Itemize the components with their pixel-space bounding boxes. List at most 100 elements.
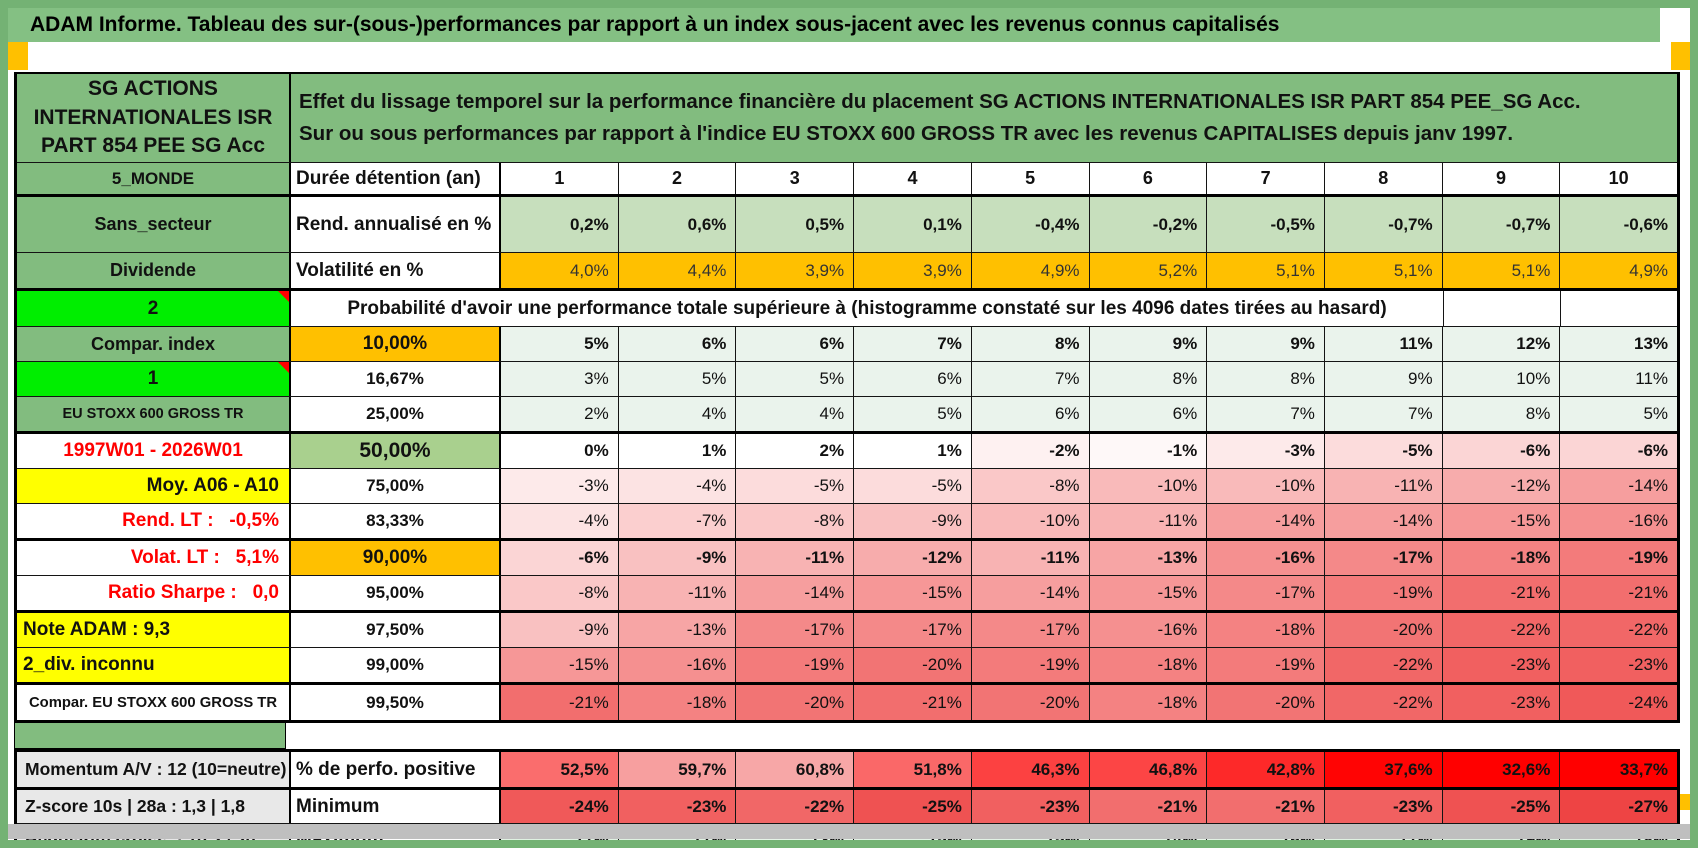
grid-cell[interactable]: -10% — [1206, 469, 1324, 503]
duration-col-header[interactable]: 10 — [1559, 163, 1677, 194]
grid-cell[interactable]: -23% — [1559, 648, 1678, 682]
grid-cell[interactable]: 9% — [1323, 362, 1442, 396]
grid-cell[interactable]: -19% — [1206, 648, 1324, 682]
grid-cell[interactable]: -16% — [1206, 541, 1324, 575]
grid-cell[interactable]: -14% — [735, 576, 854, 610]
grid-cell[interactable]: -10% — [970, 504, 1089, 538]
row-label-b[interactable]: 99,00% — [289, 648, 501, 682]
row-label-b[interactable]: % de perfo. positive — [289, 752, 501, 787]
grid-cell[interactable]: -4% — [501, 504, 618, 538]
grid-cell[interactable]: -17% — [1206, 576, 1324, 610]
grid-cell[interactable]: -23% — [1323, 790, 1442, 823]
row-label-a[interactable]: Volat. LT : 5,1% — [17, 541, 289, 575]
grid-cell[interactable]: 7% — [853, 327, 971, 361]
grid-cell[interactable]: -0,6% — [1559, 197, 1678, 252]
grid-cell[interactable]: -17% — [735, 613, 854, 647]
grid-cell[interactable]: -13% — [1088, 541, 1207, 575]
grid-cell[interactable]: -23% — [617, 790, 736, 823]
grid-cell[interactable]: 4,9% — [1559, 253, 1678, 288]
row-label-b[interactable]: 10,00% — [289, 327, 501, 361]
row-label-a[interactable]: Dividende — [17, 253, 289, 288]
grid-cell[interactable]: 60,8% — [735, 752, 854, 787]
grid-cell[interactable]: 5% — [501, 327, 618, 361]
row-label-b[interactable]: 16,67% — [289, 362, 501, 396]
grid-cell[interactable]: -5% — [1323, 434, 1442, 468]
grid-cell[interactable]: -23% — [1441, 648, 1560, 682]
grid-cell[interactable]: -21% — [1206, 790, 1324, 823]
grid-cell[interactable]: -11% — [1323, 469, 1442, 503]
grid-cell[interactable]: -21% — [853, 685, 971, 720]
grid-cell[interactable]: -9% — [617, 541, 736, 575]
grid-cell[interactable]: 42,8% — [1206, 752, 1324, 787]
grid-cell[interactable]: 6% — [735, 327, 854, 361]
fund-name-cell[interactable]: SG ACTIONS INTERNATIONALES ISR PART 854 … — [17, 74, 289, 162]
grid-cell[interactable]: -3% — [501, 469, 618, 503]
grid-cell[interactable]: -16% — [1088, 613, 1207, 647]
grid-cell[interactable]: 5,1% — [1323, 253, 1442, 288]
row-label-a[interactable]: 1997W01 - 2026W01 — [17, 434, 289, 468]
grid-cell[interactable]: -20% — [1206, 685, 1324, 720]
grid-cell[interactable]: -18% — [1206, 613, 1324, 647]
grid-cell[interactable]: -11% — [735, 541, 854, 575]
grid-cell[interactable]: -8% — [735, 504, 854, 538]
grid-cell[interactable]: 6% — [1088, 397, 1207, 431]
grid-cell[interactable]: -20% — [970, 685, 1089, 720]
grid-cell[interactable]: -22% — [1559, 613, 1678, 647]
grid-cell[interactable]: 13% — [1559, 327, 1678, 361]
grid-cell[interactable]: -10% — [1088, 469, 1207, 503]
grid-cell[interactable]: -21% — [501, 685, 618, 720]
row-label-b[interactable]: 25,00% — [289, 397, 501, 431]
grid-cell[interactable]: -12% — [1441, 469, 1560, 503]
grid-cell[interactable]: -4% — [617, 469, 736, 503]
grid-cell[interactable]: -21% — [1088, 790, 1207, 823]
row-label-b[interactable]: Volatilité en % — [289, 253, 501, 288]
grid-cell[interactable]: 9% — [1206, 327, 1324, 361]
horizontal-scrollbar[interactable] — [8, 824, 1690, 839]
grid-cell[interactable]: -15% — [501, 648, 618, 682]
grid-cell[interactable]: 5,1% — [1441, 253, 1560, 288]
row-label-b[interactable]: 75,00% — [289, 469, 501, 503]
row-label-a[interactable]: 2 — [17, 291, 289, 326]
grid-cell[interactable]: -3% — [1206, 434, 1324, 468]
grid-cell[interactable]: 5% — [735, 362, 854, 396]
grid-cell[interactable]: -18% — [1441, 541, 1560, 575]
row-label-a[interactable]: Compar. EU STOXX 600 GROSS TR — [17, 685, 289, 720]
grid-cell[interactable]: -11% — [1088, 504, 1207, 538]
grid-cell[interactable]: -17% — [970, 613, 1089, 647]
grid-cell[interactable]: -27% — [1559, 790, 1678, 823]
grid-cell[interactable]: -0,7% — [1323, 197, 1442, 252]
row-label-a[interactable]: Sans_secteur — [17, 197, 289, 252]
grid-cell[interactable]: -6% — [1441, 434, 1560, 468]
duration-col-header[interactable]: 6 — [1088, 163, 1207, 194]
grid-cell[interactable]: -8% — [501, 576, 618, 610]
grid-cell[interactable]: -0,4% — [970, 197, 1089, 252]
grid-cell[interactable]: -16% — [1559, 504, 1678, 538]
row-label-a[interactable]: Compar. index — [17, 327, 289, 361]
grid-cell[interactable]: 46,3% — [970, 752, 1089, 787]
grid-cell[interactable]: -9% — [501, 613, 618, 647]
grid-cell[interactable]: 32,6% — [1441, 752, 1560, 787]
grid-cell[interactable]: -22% — [735, 790, 854, 823]
row-label-a[interactable]: Moy. A06 - A10 — [17, 469, 289, 503]
grid-cell[interactable]: -16% — [617, 648, 736, 682]
grid-cell[interactable]: -9% — [853, 504, 971, 538]
grid-cell[interactable]: 4,9% — [970, 253, 1089, 288]
grid-cell[interactable]: 4,4% — [617, 253, 736, 288]
grid-cell[interactable]: 8% — [1088, 362, 1207, 396]
grid-cell[interactable]: -14% — [1323, 504, 1442, 538]
grid-cell[interactable]: 59,7% — [617, 752, 736, 787]
grid-cell[interactable]: 5,1% — [1206, 253, 1324, 288]
grid-cell[interactable]: -24% — [501, 790, 618, 823]
duration-col-header[interactable]: 8 — [1323, 163, 1442, 194]
empty-cell[interactable] — [1443, 291, 1560, 326]
duration-col-header[interactable]: 2 — [617, 163, 736, 194]
row-label-a[interactable]: EU STOXX 600 GROSS TR — [17, 397, 289, 431]
grid-cell[interactable]: -15% — [853, 576, 971, 610]
grid-cell[interactable]: 3,9% — [853, 253, 971, 288]
grid-cell[interactable]: -18% — [617, 685, 736, 720]
row-label-b[interactable]: 95,00% — [289, 576, 501, 610]
grid-cell[interactable]: 5% — [1559, 397, 1678, 431]
grid-cell[interactable]: 11% — [1323, 327, 1442, 361]
grid-cell[interactable]: -14% — [970, 576, 1089, 610]
grid-cell[interactable]: 6% — [617, 327, 736, 361]
